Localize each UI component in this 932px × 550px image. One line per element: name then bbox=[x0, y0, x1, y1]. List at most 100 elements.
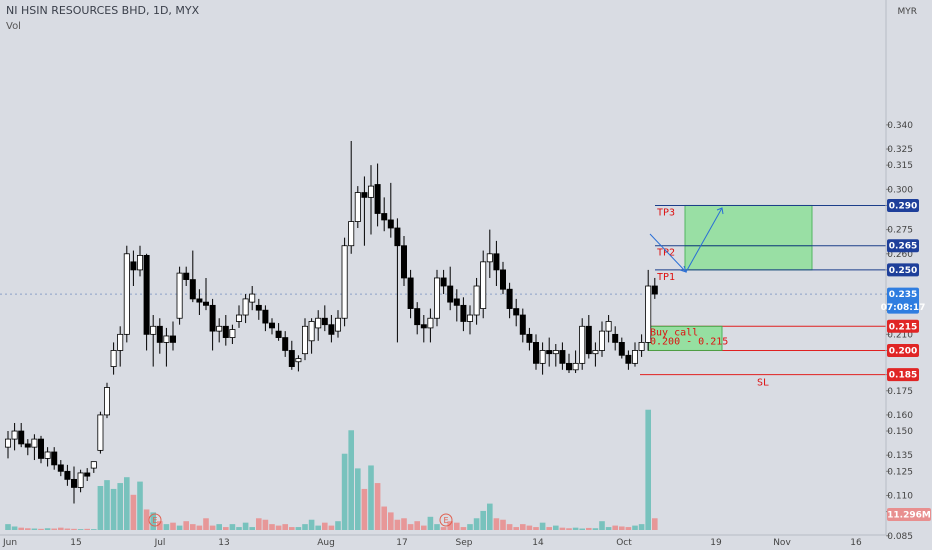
volume-bar bbox=[150, 512, 156, 530]
price-badge-label: 0.200 bbox=[889, 346, 917, 356]
candle-body bbox=[400, 245, 407, 279]
volume-bar bbox=[143, 509, 150, 530]
candle-body bbox=[209, 304, 216, 332]
candle-body bbox=[255, 304, 262, 311]
volume-bar bbox=[11, 526, 18, 530]
price-badge-label: 0.265 bbox=[889, 242, 917, 252]
candle-body bbox=[519, 314, 526, 335]
price-tick-label: 0.085 bbox=[887, 532, 913, 542]
stop-loss-label: SL bbox=[757, 378, 769, 389]
candle-body bbox=[104, 387, 111, 416]
volume-bar bbox=[434, 524, 440, 530]
time-tick-label: 16 bbox=[850, 538, 862, 548]
volume-bar bbox=[526, 525, 533, 530]
volume-bar bbox=[223, 527, 229, 530]
candle-body bbox=[599, 330, 606, 351]
candle-body bbox=[249, 293, 256, 303]
volume-bar bbox=[335, 521, 341, 530]
candle-body bbox=[645, 285, 652, 343]
volume-bar bbox=[282, 524, 288, 530]
price-badge-label: 0.290 bbox=[889, 201, 917, 211]
price-badge bbox=[887, 263, 919, 277]
volume-bar bbox=[269, 524, 275, 530]
candle-body bbox=[150, 325, 157, 335]
candle-body bbox=[447, 285, 454, 303]
candle-body bbox=[136, 254, 143, 271]
levels-layer bbox=[0, 204, 886, 376]
candle-body bbox=[367, 185, 374, 198]
candle-body bbox=[275, 330, 282, 338]
volume-bar bbox=[322, 522, 328, 530]
candle-body bbox=[242, 298, 249, 316]
volume-bar bbox=[183, 521, 189, 530]
volume-bar bbox=[592, 528, 599, 530]
candle-body bbox=[189, 279, 196, 300]
symbol-title[interactable]: NI HSIN RESOURCES BHD, 1D, MYX bbox=[6, 4, 200, 17]
price-tick-label: 0.135 bbox=[887, 451, 913, 461]
price-tick-label: 0.160 bbox=[887, 411, 913, 421]
candle-body bbox=[466, 314, 473, 322]
candle-body bbox=[196, 298, 203, 303]
candle-body bbox=[632, 350, 639, 364]
volume-bar bbox=[64, 528, 71, 530]
candle-body bbox=[71, 478, 78, 488]
volume-bar bbox=[256, 518, 262, 530]
candle-body bbox=[328, 324, 335, 335]
candle-body bbox=[473, 285, 480, 316]
time-tick-label: Sep bbox=[456, 538, 473, 548]
price-axis[interactable]: 0.0850.1000.1100.1250.1350.1500.1600.175… bbox=[881, 121, 931, 542]
candle-body bbox=[354, 192, 361, 222]
volume-bar bbox=[124, 477, 130, 530]
tp2-label: TP2 bbox=[657, 248, 675, 259]
time-axis[interactable]: Jun 15 Jul 13 Aug 17 Sep 14 Oct 19 Nov 16 bbox=[2, 538, 862, 548]
earnings-event-marker bbox=[439, 513, 453, 527]
volume-indicator-label[interactable]: Vol bbox=[6, 21, 21, 32]
price-tick-label: 0.260 bbox=[887, 250, 913, 260]
candle-body bbox=[361, 192, 368, 198]
volume-bar bbox=[374, 483, 381, 530]
volume-bar bbox=[586, 527, 592, 530]
candle-body bbox=[533, 342, 540, 364]
candle-body bbox=[216, 325, 223, 332]
candle-body bbox=[334, 317, 341, 332]
candle-body bbox=[143, 254, 150, 335]
volume-bar bbox=[341, 453, 348, 530]
volume-bar bbox=[163, 524, 170, 530]
candle-body bbox=[651, 285, 658, 295]
candle-body bbox=[64, 470, 71, 480]
candle-body bbox=[572, 362, 579, 371]
volume-bar bbox=[216, 524, 222, 530]
volume-bar bbox=[110, 488, 117, 530]
volume-bar bbox=[18, 527, 24, 530]
volume-bar bbox=[467, 524, 473, 530]
volume-bar bbox=[440, 527, 447, 530]
price-badge bbox=[887, 239, 919, 253]
tp1-label: TP1 bbox=[657, 272, 675, 283]
candle-body bbox=[288, 350, 295, 367]
price-badge bbox=[887, 368, 919, 382]
time-tick-label: 14 bbox=[532, 538, 544, 548]
candle-body bbox=[592, 350, 599, 355]
target-zone-box bbox=[684, 204, 813, 271]
candle-body bbox=[51, 451, 58, 466]
time-tick-label: Jul bbox=[154, 538, 166, 548]
volume-bar bbox=[599, 521, 605, 530]
volume-bar bbox=[427, 516, 434, 530]
candle-body bbox=[420, 324, 427, 329]
volume-bar bbox=[209, 525, 216, 530]
candle-body bbox=[499, 269, 506, 290]
candle-body bbox=[618, 342, 625, 356]
volume-bar bbox=[625, 527, 632, 530]
price-badge bbox=[887, 343, 919, 357]
volume-bar bbox=[25, 528, 31, 530]
volume-bar bbox=[31, 528, 38, 530]
candle-body bbox=[117, 333, 124, 351]
volume-bar bbox=[388, 512, 394, 530]
volume-badge-label: 11.296M bbox=[887, 511, 931, 521]
candle-body bbox=[282, 337, 289, 351]
volume-bar bbox=[421, 525, 427, 530]
volume-bar bbox=[605, 527, 612, 530]
